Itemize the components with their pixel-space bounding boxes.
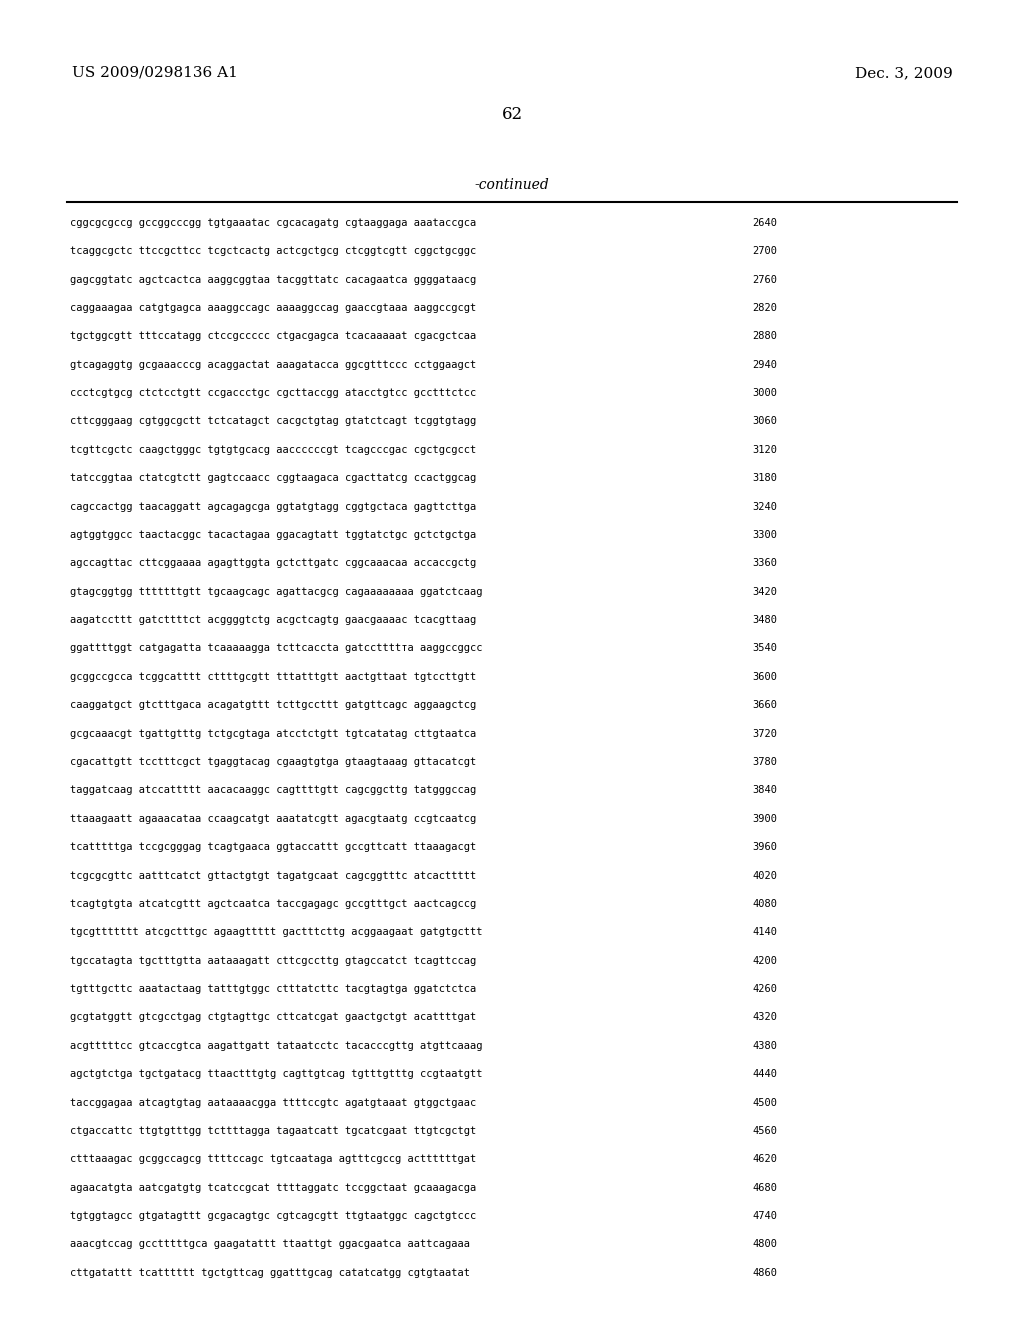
- Text: gtagcggtgg tttttttgtt tgcaagcagc agattacgcg cagaaaaaaaа ggatctcaag: gtagcggtgg tttttttgtt tgcaagcagc agattac…: [70, 586, 482, 597]
- Text: 3060: 3060: [753, 417, 777, 426]
- Text: Dec. 3, 2009: Dec. 3, 2009: [855, 66, 952, 81]
- Text: aagatccttt gatcttttct acggggtctg acgctcagtg gaacgaaaac tcacgttaag: aagatccttt gatcttttct acggggtctg acgctca…: [70, 615, 476, 626]
- Text: 3780: 3780: [753, 758, 777, 767]
- Text: gtcagaggtg gcgaaacccg acaggactat aaagatacca ggcgtttccc cctggaagct: gtcagaggtg gcgaaacccg acaggactat aaagata…: [70, 359, 476, 370]
- Text: 4800: 4800: [753, 1239, 777, 1250]
- Text: 4140: 4140: [753, 928, 777, 937]
- Text: 2760: 2760: [753, 275, 777, 285]
- Text: 3240: 3240: [753, 502, 777, 512]
- Text: 3000: 3000: [753, 388, 777, 399]
- Text: US 2009/0298136 A1: US 2009/0298136 A1: [72, 66, 238, 81]
- Text: 4680: 4680: [753, 1183, 777, 1193]
- Text: 3840: 3840: [753, 785, 777, 796]
- Text: 4020: 4020: [753, 871, 777, 880]
- Text: 2940: 2940: [753, 359, 777, 370]
- Text: agaacatgta aatcgatgtg tcatccgcat ttttaggatc tccggctaat gcaaagacga: agaacatgta aatcgatgtg tcatccgcat ttttagg…: [70, 1183, 476, 1193]
- Text: caaggatgct gtctttgaca acagatgttt tcttgccttt gatgttcagc aggaagctcg: caaggatgct gtctttgaca acagatgttt tcttgcc…: [70, 700, 476, 710]
- Text: 3300: 3300: [753, 529, 777, 540]
- Text: 4500: 4500: [753, 1097, 777, 1107]
- Text: 4080: 4080: [753, 899, 777, 909]
- Text: 2880: 2880: [753, 331, 777, 342]
- Text: 4560: 4560: [753, 1126, 777, 1137]
- Text: caggaaagaa catgtgagca aaaggccagc aaaaggccag gaaccgtaaa aaggccgcgt: caggaaagaa catgtgagca aaaggccagc aaaaggc…: [70, 304, 476, 313]
- Text: agctgtctga tgctgatacg ttaactttgtg cagttgtcag tgtttgtttg ccgtaatgtt: agctgtctga tgctgatacg ttaactttgtg cagttg…: [70, 1069, 482, 1080]
- Text: 4260: 4260: [753, 983, 777, 994]
- Text: 3120: 3120: [753, 445, 777, 455]
- Text: 4380: 4380: [753, 1040, 777, 1051]
- Text: 4860: 4860: [753, 1269, 777, 1278]
- Text: 4200: 4200: [753, 956, 777, 966]
- Text: tcagtgtgta atcatcgttt agctcaatca taccgagagc gccgtttgct aactcagccg: tcagtgtgta atcatcgttt agctcaatca taccgag…: [70, 899, 476, 909]
- Text: 3540: 3540: [753, 643, 777, 653]
- Text: cggcgcgccg gccggcccgg tgtgaaatac cgcacagatg cgtaaggaga aaataccgca: cggcgcgccg gccggcccgg tgtgaaatac cgcacag…: [70, 218, 476, 228]
- Text: tgccatagta tgctttgtta aataaagatt cttcgccttg gtagccatct tcagttccag: tgccatagta tgctttgtta aataaagatt cttcgcc…: [70, 956, 476, 966]
- Text: 3720: 3720: [753, 729, 777, 739]
- Text: gagcggtatc agctcactca aaggcggtaa tacggttatc cacagaatca ggggataacg: gagcggtatc agctcactca aaggcggtaa tacggtt…: [70, 275, 476, 285]
- Text: 3360: 3360: [753, 558, 777, 569]
- Text: gcgcaaacgt tgattgtttg tctgcgtaga atcctctgtt tgtcatatag cttgtaatca: gcgcaaacgt tgattgtttg tctgcgtaga atcctct…: [70, 729, 476, 739]
- Text: taccggagaa atcagtgtag aataaaacgga ttttccgtc agatgtaaat gtggctgaac: taccggagaa atcagtgtag aataaaacgga ttttcc…: [70, 1097, 476, 1107]
- Text: 4440: 4440: [753, 1069, 777, 1080]
- Text: tcgcgcgttc aatttcatct gttactgtgt tagatgcaat cagcggtttc atcacttttt: tcgcgcgttc aatttcatct gttactgtgt tagatgc…: [70, 871, 476, 880]
- Text: tcgttcgctc caagctgggc tgtgtgcacg aaccccccgt tcagcccgac cgctgcgcct: tcgttcgctc caagctgggc tgtgtgcacg aaccccc…: [70, 445, 476, 455]
- Text: ttaaagaatt agaaacataa ccaagcatgt aaatatcgtt agacgtaatg ccgtcaatcg: ttaaagaatt agaaacataa ccaagcatgt aaatatc…: [70, 813, 476, 824]
- Text: tgtttgcttc aaatactaag tatttgtggc ctttatcttc tacgtagtga ggatctctca: tgtttgcttc aaatactaag tatttgtggc ctttatc…: [70, 983, 476, 994]
- Text: gcgtatggtt gtcgcctgag ctgtagttgc cttcatcgat gaactgctgt acattttgat: gcgtatggtt gtcgcctgag ctgtagttgc cttcatc…: [70, 1012, 476, 1023]
- Text: 3420: 3420: [753, 586, 777, 597]
- Text: agtggtggcc taactacggc tacactagaa ggacagtatt tggtatctgc gctctgctga: agtggtggcc taactacggc tacactagaa ggacagt…: [70, 529, 476, 540]
- Text: 2700: 2700: [753, 246, 777, 256]
- Text: 4320: 4320: [753, 1012, 777, 1023]
- Text: ctttaaagac gcggccagcg ttttccagc tgtcaataga agtttcgccg acttttttgat: ctttaaagac gcggccagcg ttttccagc tgtcaata…: [70, 1154, 476, 1164]
- Text: tgtggtagcc gtgatagttt gcgacagtgc cgtcagcgtt ttgtaatggc cagctgtccc: tgtggtagcc gtgatagttt gcgacagtgc cgtcagc…: [70, 1212, 476, 1221]
- Text: 2640: 2640: [753, 218, 777, 228]
- Text: cgacattgtt tcctttcgct tgaggtacag cgaagtgtga gtaagtaaag gttacatcgt: cgacattgtt tcctttcgct tgaggtacag cgaagtg…: [70, 758, 476, 767]
- Text: -continued: -continued: [475, 178, 549, 193]
- Text: 62: 62: [502, 106, 522, 123]
- Text: 3600: 3600: [753, 672, 777, 682]
- Text: tatccggtaa ctatcgtctt gagtccaacc cggtaagaca cgacttatcg ccactggcag: tatccggtaa ctatcgtctt gagtccaacc cggtaag…: [70, 474, 476, 483]
- Text: 3180: 3180: [753, 474, 777, 483]
- Text: taggatcaag atccattttt aacacaaggc cagttttgtt cagcggcttg tatgggccag: taggatcaag atccattttt aacacaaggc cagtttt…: [70, 785, 476, 796]
- Text: tcatttttga tccgcgggag tcagtgaaca ggtaccattt gccgttcatt ttaaagacgt: tcatttttga tccgcgggag tcagtgaaca ggtacca…: [70, 842, 476, 853]
- Text: cagccactgg taacaggatt agcagagcga ggtatgtagg cggtgctaca gagttcttga: cagccactgg taacaggatt agcagagcga ggtatgt…: [70, 502, 476, 512]
- Text: acgtttttcc gtcaccgtca aagattgatt tataatcctc tacacccgttg atgttcaaag: acgtttttcc gtcaccgtca aagattgatt tataatc…: [70, 1040, 482, 1051]
- Text: 3960: 3960: [753, 842, 777, 853]
- Text: gcggccgcca tcggcatttt cttttgcgtt tttatttgtt aactgttaat tgtccttgtt: gcggccgcca tcggcatttt cttttgcgtt tttattt…: [70, 672, 476, 682]
- Text: 2820: 2820: [753, 304, 777, 313]
- Text: 3900: 3900: [753, 813, 777, 824]
- Text: tcaggcgctc ttccgcttcc tcgctcactg actcgctgcg ctcggtcgtt cggctgcggc: tcaggcgctc ttccgcttcc tcgctcactg actcgct…: [70, 246, 476, 256]
- Text: ctgaccattc ttgtgtttgg tcttttagga tagaatcatt tgcatcgaat ttgtcgctgt: ctgaccattc ttgtgtttgg tcttttagga tagaatc…: [70, 1126, 476, 1137]
- Text: 4620: 4620: [753, 1154, 777, 1164]
- Text: aaacgtccag gcctttttgca gaagatattt ttaattgt ggacgaatca aattcagaaa: aaacgtccag gcctttttgca gaagatattt ttaatt…: [70, 1239, 470, 1250]
- Text: ggattttggt catgagatta tcaaaaagga tcttcaccta gatccttttта aaggccggcc: ggattttggt catgagatta tcaaaaagga tcttcac…: [70, 643, 482, 653]
- Text: 3660: 3660: [753, 700, 777, 710]
- Text: cttcgggaag cgtggcgctt tctcatagct cacgctgtag gtatctcagt tcggtgtagg: cttcgggaag cgtggcgctt tctcatagct cacgctg…: [70, 417, 476, 426]
- Text: tgctggcgtt tttccatagg ctccgccccc ctgacgagca tcacaaaaat cgacgctcaa: tgctggcgtt tttccatagg ctccgccccc ctgacga…: [70, 331, 476, 342]
- Text: ccctcgtgcg ctctcctgtt ccgaccctgc cgcttaccgg atacctgtcc gcctttctcc: ccctcgtgcg ctctcctgtt ccgaccctgc cgcttac…: [70, 388, 476, 399]
- Text: cttgatattt tcatttttt tgctgttcag ggatttgcag catatcatgg cgtgtaatat: cttgatattt tcatttttt tgctgttcag ggatttgc…: [70, 1269, 470, 1278]
- Text: 4740: 4740: [753, 1212, 777, 1221]
- Text: tgcgttttttt atcgctttgc agaagttttt gactttcttg acggaagaat gatgtgcttt: tgcgttttttt atcgctttgc agaagttttt gacttt…: [70, 928, 482, 937]
- Text: agccagttac cttcggaaaa agagttggta gctcttgatc cggcaaacaa accaccgctg: agccagttac cttcggaaaa agagttggta gctcttg…: [70, 558, 476, 569]
- Text: 3480: 3480: [753, 615, 777, 626]
